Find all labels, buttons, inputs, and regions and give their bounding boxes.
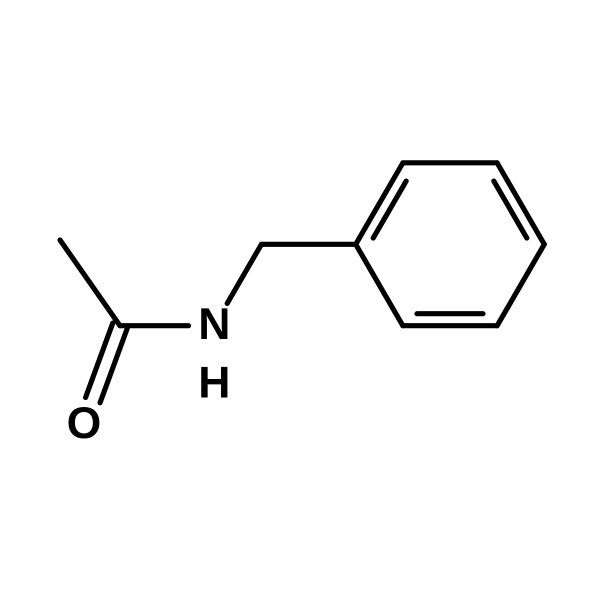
atom-label-h: H xyxy=(198,358,230,407)
molecule-diagram: O NH xyxy=(0,0,600,600)
atom-label-o: O xyxy=(67,399,102,448)
atom-label-n: N xyxy=(198,300,230,349)
